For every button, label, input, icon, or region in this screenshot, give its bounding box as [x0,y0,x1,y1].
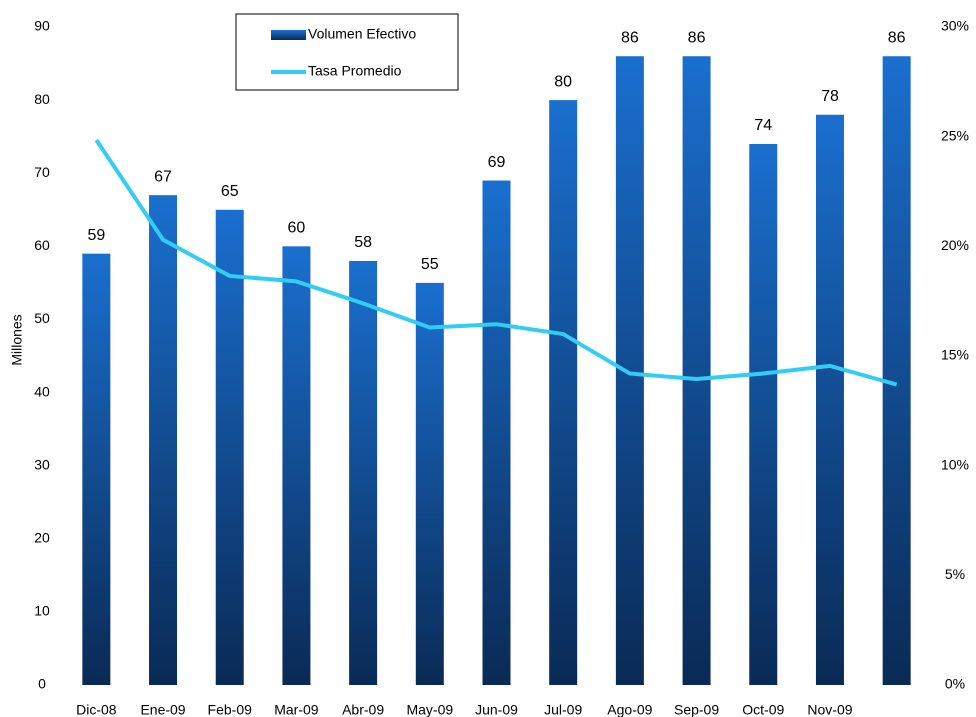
legend: Volumen Efectivo Tasa Promedio [235,13,459,91]
bar [282,246,311,686]
y-tick-label: 60 [34,237,50,253]
legend-label: Volumen Efectivo [308,26,416,42]
value-label: 86 [888,29,906,46]
bar [349,260,378,685]
line [94,138,898,387]
y-tick-label: 50 [34,310,50,326]
y-tick-label: 80 [34,91,50,107]
x-tick-label: Oct-09 [742,702,784,717]
bar [82,253,111,685]
bar [482,180,511,686]
bar [882,56,911,685]
y-axis-label: Millones [9,314,25,365]
x-tick-label: Dic-08 [76,702,117,717]
y-tick-label: 10 [34,603,50,619]
y-tick-label: 70 [34,164,50,180]
value-label: 74 [754,117,772,134]
y2-tick-label: 30% [941,18,969,34]
x-tick-label: Abr-09 [342,702,384,717]
value-label: 78 [821,88,839,105]
bar [815,114,844,685]
y-tick-label: 40 [34,383,50,399]
y-tick-label: 90 [34,18,50,34]
value-label: 55 [421,256,439,273]
bar [215,209,244,685]
y-tick-label: 0 [38,676,46,692]
x-tick-label: Ago-09 [607,702,652,717]
value-label: 59 [87,227,105,244]
y-tick-label: 30 [34,456,50,472]
y-tick-label: 20 [34,529,50,545]
y2-tick-label: 15% [941,347,969,363]
x-tick-label: Feb-09 [208,702,253,717]
x-tick-label: May-09 [406,702,453,717]
y2-tick-label: 0% [945,676,965,692]
x-tick-label: Mar-09 [274,702,319,717]
bar [149,195,178,685]
x-tick-label: Sep-09 [674,702,719,717]
y2-tick-label: 10% [941,456,969,472]
x-tick-label: Nov-09 [807,702,852,717]
legend-swatch [271,30,306,40]
value-label: 86 [621,29,639,46]
legend-label: Tasa Promedio [308,63,402,79]
y2-tick-label: 20% [941,237,969,253]
value-label: 69 [488,154,506,171]
y2-tick-label: 5% [945,566,965,582]
x-tick-label: Ene-09 [140,702,185,717]
legend-box [235,13,459,91]
bar [415,282,444,685]
x-tick-label: Jul-09 [544,702,582,717]
y2-tick-label: 25% [941,127,969,143]
value-label: 80 [554,73,572,90]
bar [549,100,578,686]
value-label: 65 [221,183,239,200]
bar [682,56,711,685]
value-label: 86 [688,29,706,46]
value-label: 58 [354,234,372,251]
value-label: 67 [154,168,172,185]
value-label: 60 [288,220,306,237]
bar [749,143,778,685]
x-tick-label: Jun-09 [475,702,518,717]
bar [615,56,644,685]
